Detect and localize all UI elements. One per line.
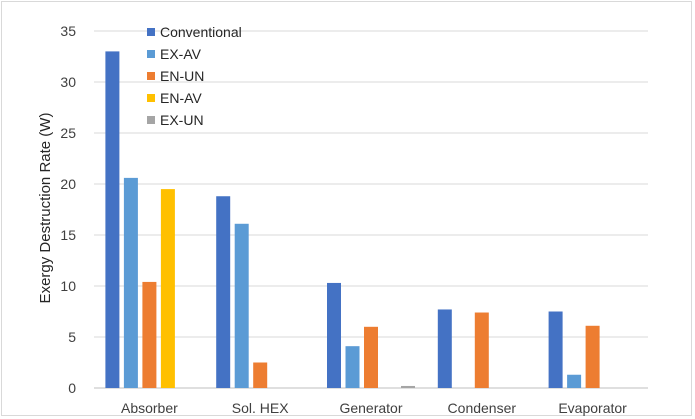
bar-conventional-generator — [327, 282, 341, 388]
bar-en-un-generator — [364, 326, 378, 388]
bar-ex-av-evaporator — [567, 374, 582, 388]
legend: Conventional EX-AV EN-UN EN-AV EX-UN — [147, 24, 242, 128]
bar-conventional-evaporator — [548, 311, 563, 388]
legend-label: Conventional — [160, 24, 242, 40]
y-tick-label: 20 — [60, 176, 76, 192]
legend-label: EN-UN — [160, 68, 204, 84]
legend-label: EN-AV — [160, 90, 202, 106]
y-tick-label: 15 — [60, 227, 76, 243]
x-tick-label: Absorber — [121, 400, 178, 416]
legend-swatch — [147, 72, 155, 80]
legend-swatch — [147, 116, 155, 124]
y-tick-label: 10 — [60, 278, 76, 294]
legend-label: EX-AV — [160, 46, 202, 62]
bar-ex-av-sol-hex — [234, 223, 249, 388]
y-tick-label: 0 — [68, 380, 76, 396]
bar-en-un-condenser — [474, 312, 489, 388]
legend-swatch — [147, 28, 155, 36]
y-tick-label: 25 — [60, 125, 76, 141]
bar-en-av-absorber — [160, 189, 175, 388]
bar-conventional-sol-hex — [216, 196, 231, 388]
bar-ex-av-generator — [345, 346, 360, 388]
legend-swatch — [147, 94, 155, 102]
x-tick-labels: Absorber Sol. HEX Generator Condenser Evapor… — [121, 400, 627, 416]
bar-en-un-evaporator — [585, 325, 600, 388]
bar-en-un-absorber — [142, 281, 157, 388]
bar-en-un-sol-hex — [253, 362, 268, 388]
y-tick-label: 30 — [60, 74, 76, 90]
bar-ex-un-generator — [401, 385, 415, 388]
legend-label: EX-UN — [160, 112, 204, 128]
y-tick-label: 5 — [68, 329, 76, 345]
x-tick-label: Sol. HEX — [232, 400, 289, 416]
bar-conventional-absorber — [105, 51, 120, 389]
bar-ex-av-absorber — [123, 177, 138, 388]
x-tick-label: Evaporator — [558, 400, 627, 416]
x-tick-label: Generator — [339, 400, 402, 416]
y-axis-title: Exergy Destruction Rate (W) — [37, 113, 54, 304]
y-tick-label: 35 — [60, 23, 76, 39]
legend-swatch — [147, 50, 155, 58]
x-tick-label: Condenser — [448, 400, 517, 416]
y-tick-labels: 0 5 10 15 20 25 30 35 — [60, 23, 76, 396]
bar-conventional-condenser — [437, 309, 452, 388]
bars — [105, 51, 600, 389]
